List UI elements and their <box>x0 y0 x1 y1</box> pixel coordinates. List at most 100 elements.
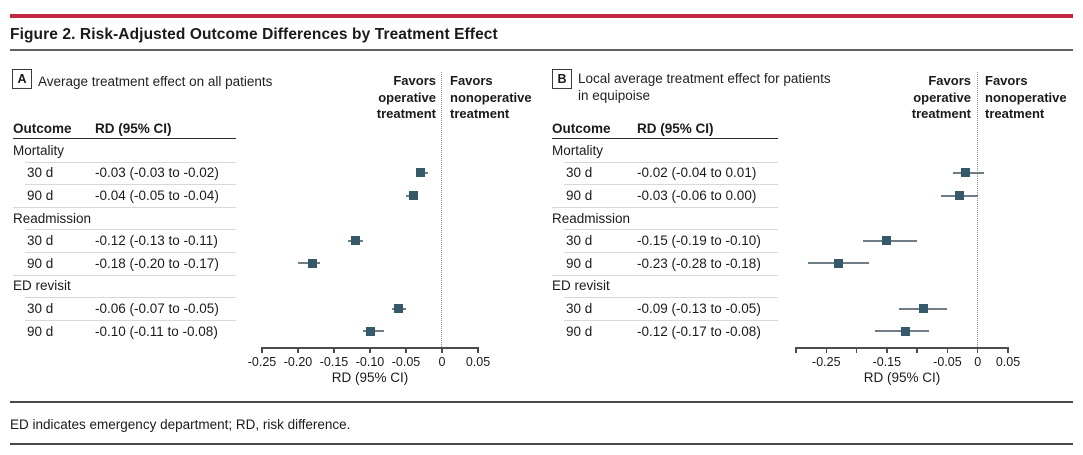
forest-marker <box>918 304 928 313</box>
panel-b-badge: B <box>552 69 572 89</box>
forest-marker <box>351 236 361 246</box>
table-row: 90 d -0.12 (-0.17 to -0.08) <box>552 320 778 343</box>
row-separator <box>25 297 236 299</box>
axis-tick-label: 0 <box>974 355 982 369</box>
table-row: 90 d -0.04 (-0.05 to -0.04) <box>13 184 236 207</box>
row-separator <box>25 184 236 186</box>
table-row: ED revisit <box>13 275 236 298</box>
footnote-top-rule <box>10 401 1073 403</box>
rd-ci-value: -0.03 (-0.03 to -0.02) <box>95 165 219 181</box>
row-separator <box>564 319 778 321</box>
title-divider-rule <box>10 49 1073 51</box>
x-axis-title: RD (95% CI) <box>331 370 409 385</box>
forest-marker <box>882 236 892 246</box>
axis-tick <box>886 347 888 353</box>
forest-marker <box>415 168 425 178</box>
axis-tick <box>369 347 371 353</box>
table-row: 30 d -0.15 (-0.19 to -0.10) <box>552 229 778 252</box>
zero-reference-line <box>976 72 978 347</box>
favors-operative-label: Favors operative treatment <box>376 73 436 121</box>
table-row: 30 d -0.02 (-0.04 to 0.01) <box>552 162 778 185</box>
column-header-outcome: Outcome <box>13 121 72 136</box>
axis-tick <box>261 347 263 353</box>
favors-nonoperative-label: Favors nonoperative treatment <box>450 73 532 121</box>
axis-tick <box>1007 347 1009 353</box>
forest-marker <box>955 191 965 200</box>
axis-tick-label: -0.05 <box>391 355 421 369</box>
rd-ci-value: -0.09 (-0.13 to -0.05) <box>637 300 761 316</box>
outcome-timepoint-label: 90 d <box>566 323 593 339</box>
row-separator <box>564 297 778 299</box>
axis-tick <box>297 347 299 353</box>
forest-marker <box>307 258 317 268</box>
axis-tick-label: -0.20 <box>283 355 313 369</box>
row-separator <box>564 161 778 163</box>
axis-tick <box>333 347 335 353</box>
rd-ci-value: -0.03 (-0.06 to 0.00) <box>637 187 757 203</box>
table-row: 90 d -0.18 (-0.20 to -0.17) <box>13 252 236 275</box>
table-row: 30 d -0.12 (-0.13 to -0.11) <box>13 229 236 252</box>
outcome-timepoint-label: 90 d <box>27 255 54 271</box>
forest-marker <box>365 326 375 336</box>
forest-marker <box>900 326 910 336</box>
outcome-group-label: Mortality <box>552 142 604 158</box>
row-separator <box>564 252 778 253</box>
panel-a-title: Average treatment effect on all patients <box>38 74 273 89</box>
axis-tick-label: -0.25 <box>247 355 277 369</box>
row-separator <box>552 274 778 276</box>
row-separator <box>13 274 236 276</box>
table-row: 30 d -0.09 (-0.13 to -0.05) <box>552 297 778 320</box>
outcome-group-label: ED revisit <box>13 278 71 294</box>
forest-marker <box>961 168 971 178</box>
row-separator <box>552 206 778 208</box>
row-separator <box>564 184 778 186</box>
axis-tick <box>477 347 479 353</box>
table-header-rule <box>552 137 778 139</box>
table-row: Mortality <box>552 139 778 162</box>
axis-tick <box>976 347 979 353</box>
column-header-rd: RD (95% CI) <box>637 121 714 136</box>
axis-tick-label: -0.15 <box>319 355 349 369</box>
axis-tick-label: 0.05 <box>465 355 491 369</box>
row-separator <box>564 229 778 231</box>
x-axis-line <box>796 347 1008 349</box>
table-row: 30 d -0.03 (-0.03 to -0.02) <box>13 162 236 185</box>
table-row: ED revisit <box>552 275 778 298</box>
axis-tick <box>946 347 949 353</box>
rd-ci-value: -0.02 (-0.04 to 0.01) <box>637 165 757 181</box>
rd-ci-value: -0.10 (-0.11 to -0.08) <box>95 323 218 339</box>
row-separator <box>13 206 236 208</box>
zero-reference-line <box>441 72 443 347</box>
outcome-group-label: Readmission <box>13 210 92 226</box>
table-header-rule <box>13 137 236 139</box>
forest-marker <box>394 304 404 313</box>
x-axis-title: RD (95% CI) <box>863 370 941 385</box>
row-separator <box>25 229 236 231</box>
rd-ci-value: -0.12 (-0.13 to -0.11) <box>95 233 218 249</box>
outcome-timepoint-label: 30 d <box>566 165 593 181</box>
row-separator <box>25 319 236 321</box>
favors-nonoperative-label: Favors nonoperative treatment <box>985 73 1067 121</box>
axis-tick-label: -0.10 <box>355 355 385 369</box>
axis-tick-label: -0.25 <box>812 355 841 369</box>
axis-tick <box>441 347 443 353</box>
outcome-timepoint-label: 90 d <box>27 323 54 339</box>
axis-tick <box>855 347 858 353</box>
outcome-timepoint-label: 30 d <box>27 300 54 316</box>
axis-tick <box>916 347 918 353</box>
footnote-bottom-rule <box>10 443 1073 445</box>
panel-a-badge: A <box>12 69 32 89</box>
row-separator <box>25 252 236 253</box>
column-header-outcome: Outcome <box>552 121 611 136</box>
table-row: Readmission <box>13 207 236 230</box>
table-row: 90 d -0.10 (-0.11 to -0.08) <box>13 320 236 343</box>
outcome-group-label: Readmission <box>552 210 631 226</box>
table-row: 90 d -0.23 (-0.28 to -0.18) <box>552 252 778 275</box>
top-accent-rule <box>10 14 1073 18</box>
forest-marker <box>408 191 418 200</box>
outcome-timepoint-label: 90 d <box>27 187 54 203</box>
forest-marker <box>833 258 843 268</box>
outcome-timepoint-label: 90 d <box>566 187 593 203</box>
outcome-group-label: ED revisit <box>552 278 610 294</box>
